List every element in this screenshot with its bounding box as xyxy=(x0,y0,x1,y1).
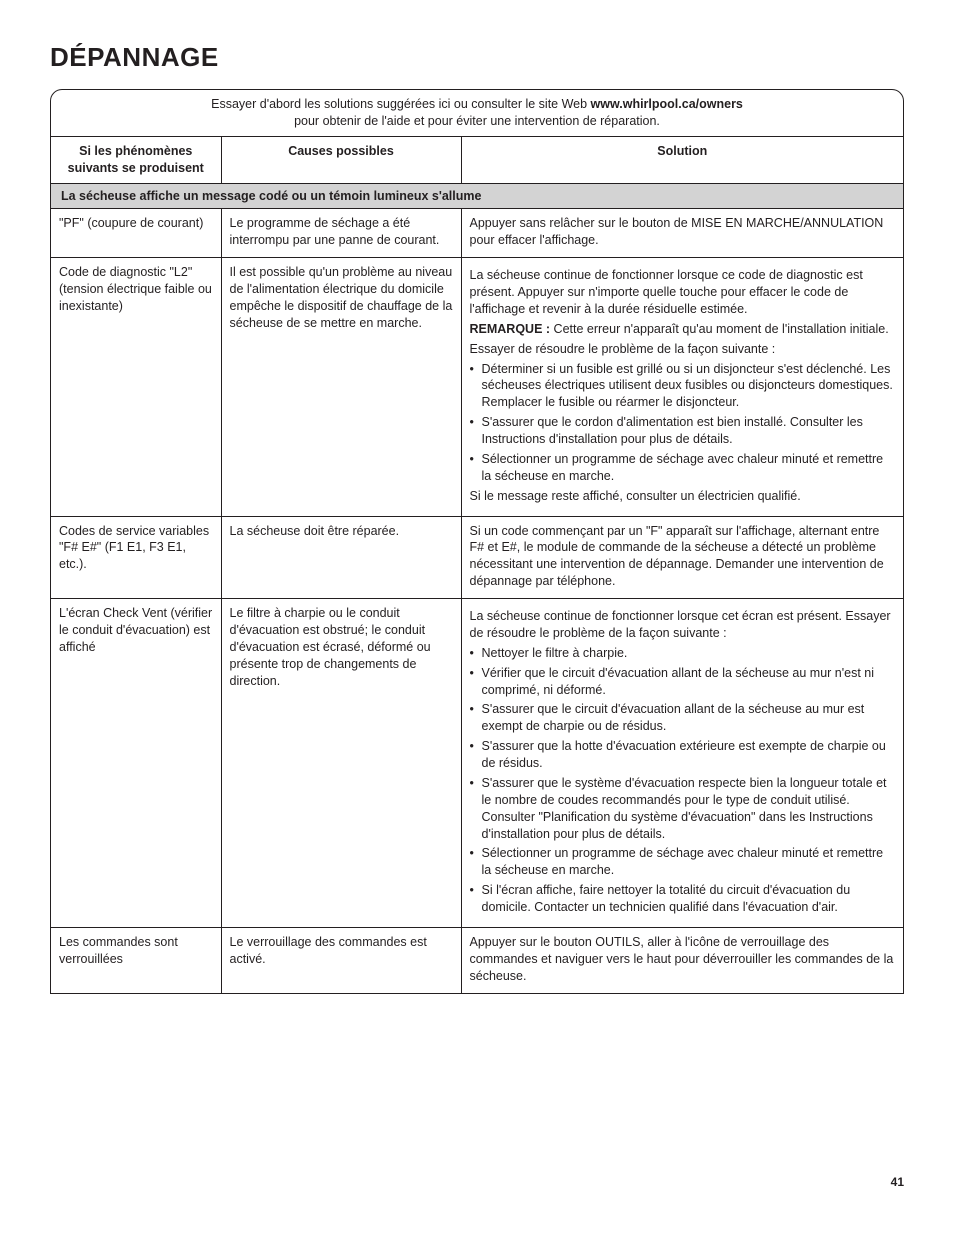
page-title: DÉPANNAGE xyxy=(50,40,904,75)
intro-text-post: pour obtenir de l'aide et pour éviter un… xyxy=(294,114,660,128)
cell-solution: Appuyer sur le bouton OUTILS, aller à l'… xyxy=(461,927,903,992)
section-label: La sécheuse affiche un message codé ou u… xyxy=(51,183,903,209)
cell-cause: Le programme de séchage a été interrompu… xyxy=(221,209,461,258)
list-item: Sélectionner un programme de séchage ave… xyxy=(470,845,896,879)
table-row: Codes de service variables "F# E#" (F1 E… xyxy=(51,516,903,599)
cell-symptom: L'écran Check Vent (vérifier le conduit … xyxy=(51,599,221,928)
solution-list: Nettoyer le filtre à charpie. Vérifier q… xyxy=(470,645,896,916)
solution-para: La sécheuse continue de fonctionner lors… xyxy=(470,608,896,642)
table-header: Si les phénomènes suivants se produisent… xyxy=(51,136,903,183)
header-col-1: Si les phénomènes suivants se produisent xyxy=(51,136,221,183)
cell-cause: Le verrouillage des commandes est activé… xyxy=(221,927,461,992)
header-col-2: Causes possibles xyxy=(221,136,461,183)
cell-solution: Si un code commençant par un "F" apparaî… xyxy=(461,516,903,599)
solution-para: Essayer de résoudre le problème de la fa… xyxy=(470,341,896,358)
cell-cause: Le filtre à charpie ou le conduit d'évac… xyxy=(221,599,461,928)
intro-url: www.whirlpool.ca/owners xyxy=(591,97,743,111)
remark-label: REMARQUE : xyxy=(470,322,551,336)
cell-symptom: Codes de service variables "F# E#" (F1 E… xyxy=(51,516,221,599)
list-item: S'assurer que le cordon d'alimentation e… xyxy=(470,414,896,448)
list-item: S'assurer que le système d'évacuation re… xyxy=(470,775,896,843)
solution-list: Déterminer si un fusible est grillé ou s… xyxy=(470,361,896,485)
table-row: Les commandes sont verrouillées Le verro… xyxy=(51,927,903,992)
cell-symptom: "PF" (coupure de courant) xyxy=(51,209,221,258)
solution-remark: REMARQUE : Cette erreur n'apparaît qu'au… xyxy=(470,321,896,338)
table-row: L'écran Check Vent (vérifier le conduit … xyxy=(51,599,903,928)
list-item: S'assurer que la hotte d'évacuation exté… xyxy=(470,738,896,772)
list-item: Vérifier que le circuit d'évacuation all… xyxy=(470,665,896,699)
intro-row: Essayer d'abord les solutions suggérées … xyxy=(51,90,903,136)
solution-para: La sécheuse continue de fonctionner lors… xyxy=(470,267,896,318)
cell-cause: Il est possible qu'un problème au niveau… xyxy=(221,258,461,516)
solution-para: Si le message reste affiché, consulter u… xyxy=(470,488,896,505)
cell-symptom: Code de diagnostic "L2" (tension électri… xyxy=(51,258,221,516)
remark-text: Cette erreur n'apparaît qu'au moment de … xyxy=(550,322,889,336)
table-row: Code de diagnostic "L2" (tension électri… xyxy=(51,258,903,516)
cell-solution: La sécheuse continue de fonctionner lors… xyxy=(461,599,903,928)
list-item: Sélectionner un programme de séchage ave… xyxy=(470,451,896,485)
cell-symptom: Les commandes sont verrouillées xyxy=(51,927,221,992)
cell-solution: Appuyer sans relâcher sur le bouton de M… xyxy=(461,209,903,258)
page-number: 41 xyxy=(891,1174,904,1190)
header-col-3: Solution xyxy=(461,136,903,183)
intro-text-pre: Essayer d'abord les solutions suggérées … xyxy=(211,97,590,111)
table-row: "PF" (coupure de courant) Le programme d… xyxy=(51,209,903,258)
troubleshooting-table: Essayer d'abord les solutions suggérées … xyxy=(50,89,904,994)
list-item: Si l'écran affiche, faire nettoyer la to… xyxy=(470,882,896,916)
cell-solution: La sécheuse continue de fonctionner lors… xyxy=(461,258,903,516)
list-item: Nettoyer le filtre à charpie. xyxy=(470,645,896,662)
list-item: Déterminer si un fusible est grillé ou s… xyxy=(470,361,896,412)
list-item: S'assurer que le circuit d'évacuation al… xyxy=(470,701,896,735)
cell-cause: La sécheuse doit être réparée. xyxy=(221,516,461,599)
section-row: La sécheuse affiche un message codé ou u… xyxy=(51,183,903,209)
